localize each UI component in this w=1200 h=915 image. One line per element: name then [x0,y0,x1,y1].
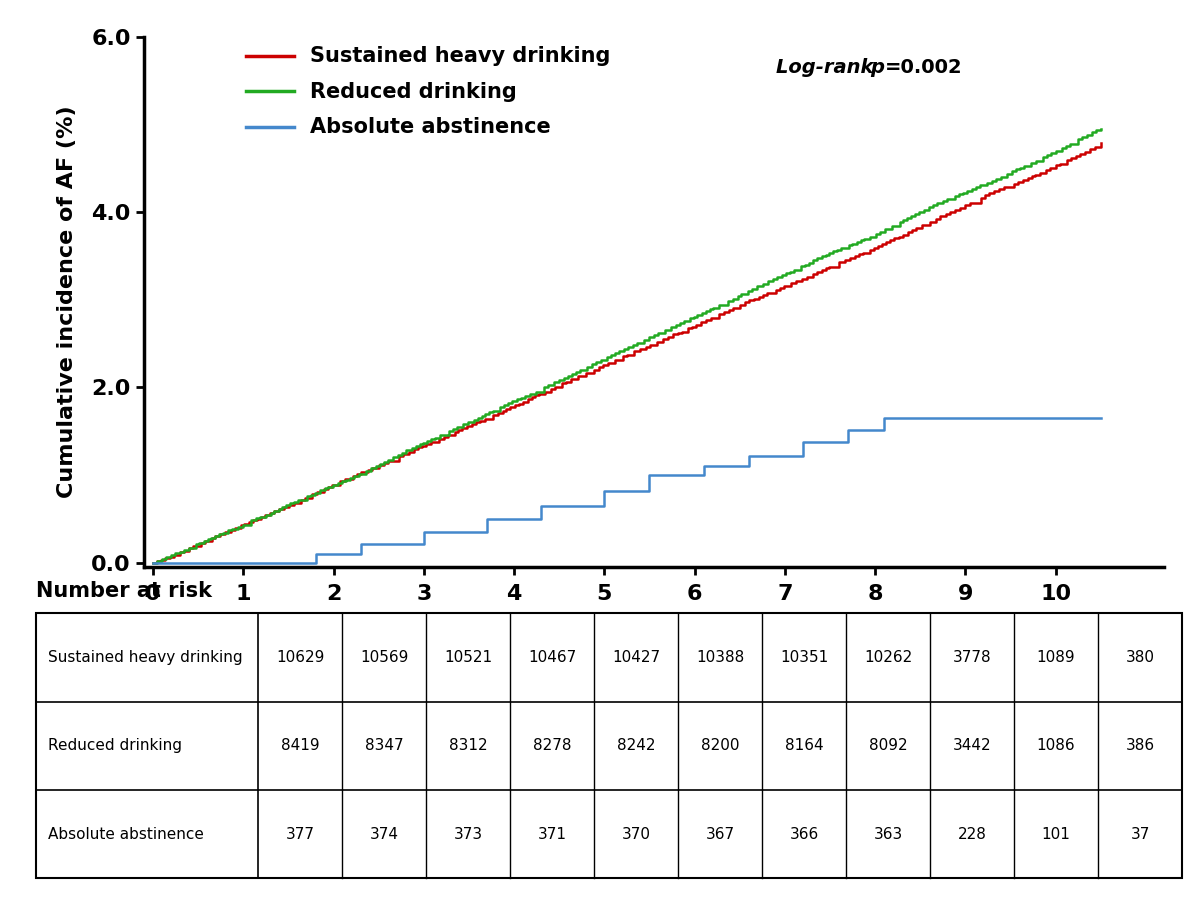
Text: 380: 380 [1126,650,1154,665]
Text: 371: 371 [538,826,566,842]
Text: 10629: 10629 [276,650,324,665]
Text: 101: 101 [1042,826,1070,842]
Text: 1086: 1086 [1037,738,1075,753]
Text: 10521: 10521 [444,650,492,665]
Text: p: p [870,58,884,77]
Text: 374: 374 [370,826,398,842]
Text: 37: 37 [1130,826,1150,842]
Legend: Sustained heavy drinking, Reduced drinking, Absolute abstinence: Sustained heavy drinking, Reduced drinki… [246,47,610,137]
Text: 370: 370 [622,826,650,842]
Text: 1089: 1089 [1037,650,1075,665]
Text: 8278: 8278 [533,738,571,753]
Text: 8419: 8419 [281,738,319,753]
Text: 10388: 10388 [696,650,744,665]
Text: 228: 228 [958,826,986,842]
Text: 377: 377 [286,826,314,842]
Text: 3442: 3442 [953,738,991,753]
Text: 10569: 10569 [360,650,408,665]
Text: 8347: 8347 [365,738,403,753]
Text: Log-rank: Log-rank [776,58,881,77]
Text: 8200: 8200 [701,738,739,753]
X-axis label: Year: Year [626,618,682,638]
Text: 373: 373 [454,826,482,842]
Text: 366: 366 [790,826,818,842]
Text: 8092: 8092 [869,738,907,753]
Text: 3778: 3778 [953,650,991,665]
Text: =0.002: =0.002 [884,58,962,77]
Text: 8164: 8164 [785,738,823,753]
Text: 10467: 10467 [528,650,576,665]
Y-axis label: Cumulative incidence of AF (%): Cumulative incidence of AF (%) [58,105,77,499]
Text: 367: 367 [706,826,734,842]
Text: 363: 363 [874,826,902,842]
Text: 10427: 10427 [612,650,660,665]
Text: Number at risk: Number at risk [36,581,212,601]
Text: 386: 386 [1126,738,1154,753]
Text: 10262: 10262 [864,650,912,665]
Text: Absolute abstinence: Absolute abstinence [48,826,204,842]
Text: 8312: 8312 [449,738,487,753]
Text: Sustained heavy drinking: Sustained heavy drinking [48,650,242,665]
Text: Reduced drinking: Reduced drinking [48,738,182,753]
Text: 8242: 8242 [617,738,655,753]
Text: 10351: 10351 [780,650,828,665]
